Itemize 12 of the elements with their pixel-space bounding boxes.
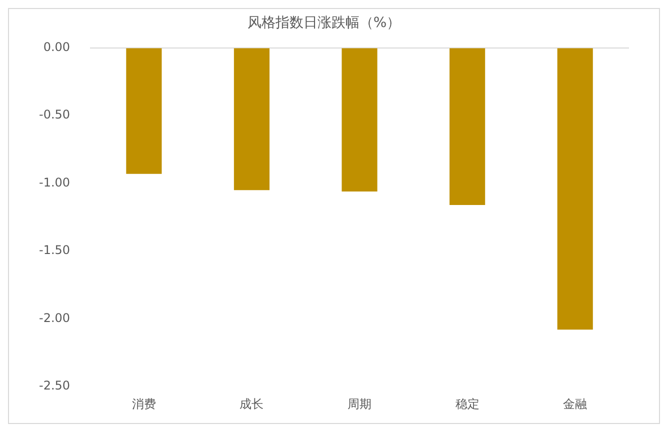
y-tick-label: 0.00 <box>43 40 70 54</box>
y-tick-label: -1.50 <box>38 243 70 258</box>
y-tick-label: -0.50 <box>38 108 70 122</box>
x-tick-label: 金融 <box>563 396 588 411</box>
y-tick-label: -1.00 <box>38 175 70 190</box>
x-tick-label: 成长 <box>240 396 264 411</box>
chart-title: 风格指数日涨跌幅（%） <box>247 15 401 32</box>
x-tick-label: 稳定 <box>455 396 480 411</box>
x-tick-label: 周期 <box>348 396 372 411</box>
y-tick-label: -2.50 <box>38 378 70 393</box>
x-tick-label: 消费 <box>132 396 156 411</box>
y-tick-label: -2.00 <box>38 310 70 325</box>
